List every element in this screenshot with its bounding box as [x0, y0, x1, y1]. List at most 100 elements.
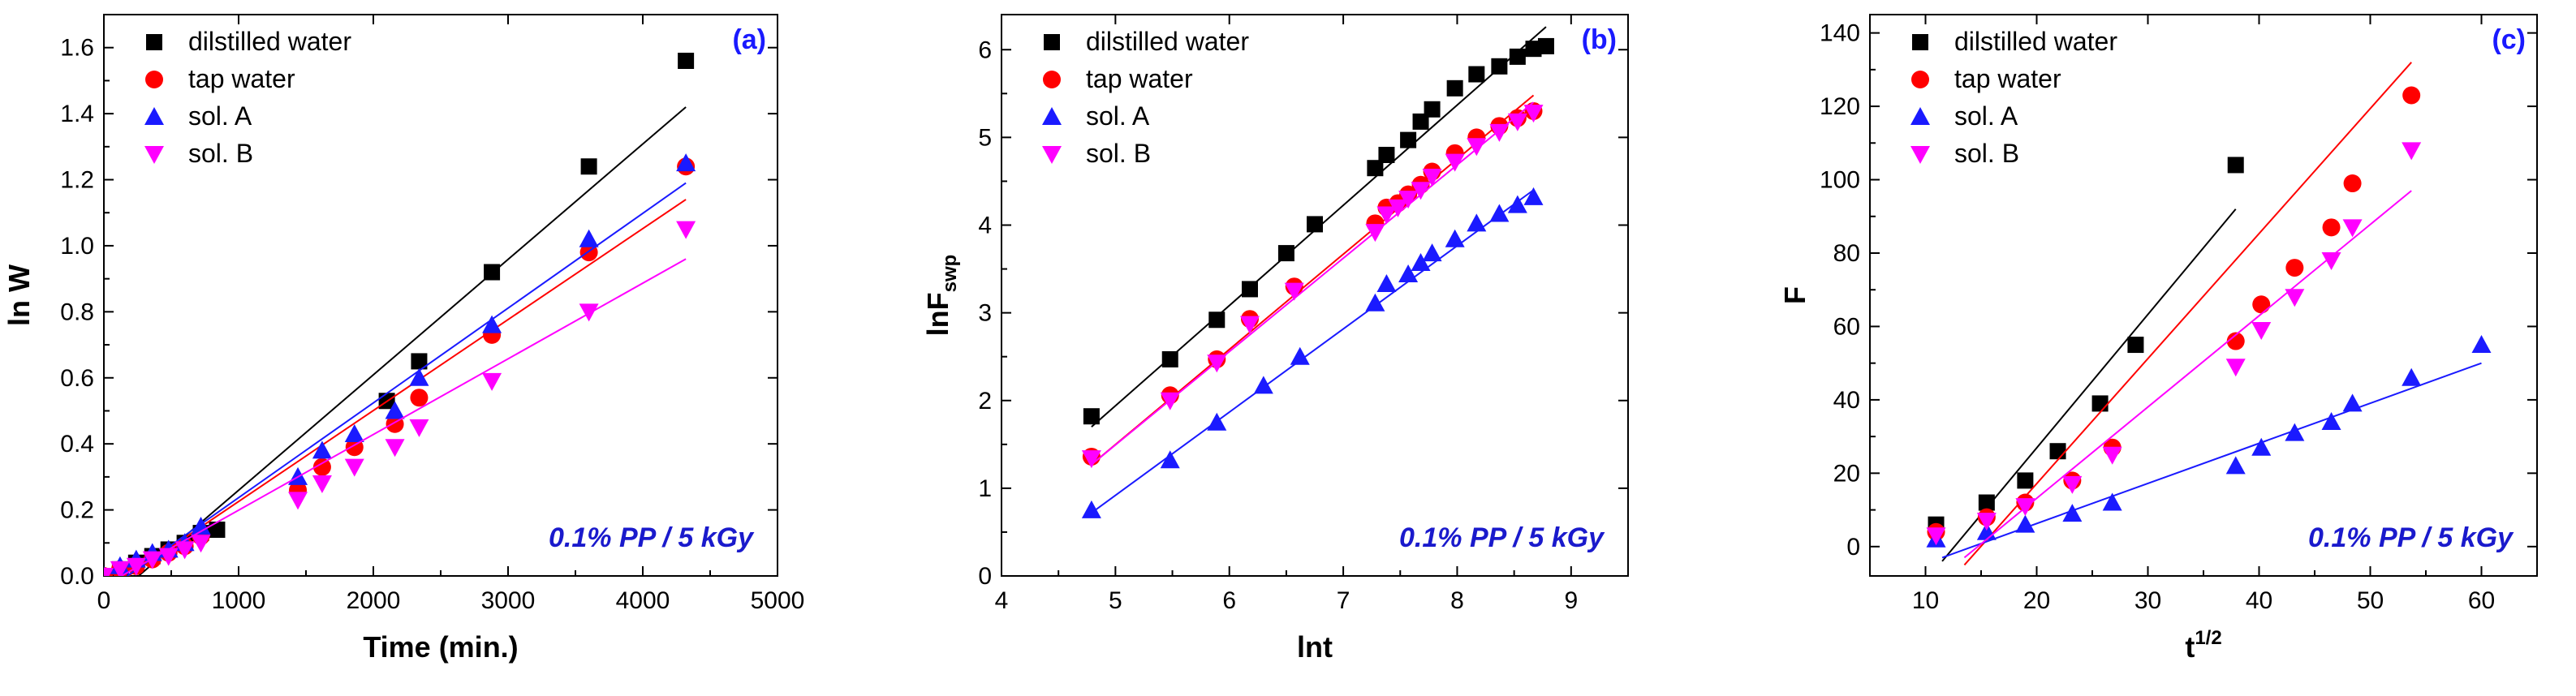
data-point — [2402, 367, 2422, 386]
data-point — [1523, 187, 1544, 205]
data-point — [312, 475, 332, 494]
y-tick-label: 1.4 — [60, 101, 94, 127]
plot-area — [104, 52, 696, 576]
data-point — [142, 551, 162, 569]
data-point — [2102, 446, 2122, 465]
data-point — [1398, 191, 1419, 209]
data-point — [1411, 182, 1431, 200]
data-point — [409, 367, 429, 386]
data-point — [1398, 264, 1419, 283]
series-4 — [1926, 142, 2422, 559]
data-point — [344, 458, 364, 477]
data-point — [1376, 206, 1397, 225]
x-axis-label-superscript: 1/2 — [2195, 627, 2221, 649]
legend-label: dilstilled water — [1954, 27, 2117, 56]
legend-label: dilstilled water — [188, 27, 351, 56]
data-point — [174, 541, 195, 560]
fit-line — [1941, 362, 2482, 559]
panel-label: (a) — [732, 24, 766, 55]
data-point — [2251, 321, 2272, 340]
data-point — [1378, 147, 1395, 163]
y-tick-label: 0.8 — [60, 299, 94, 325]
legend-marker — [1042, 146, 1062, 164]
x-tick-label: 2000 — [347, 587, 401, 614]
data-point — [1160, 450, 1180, 469]
fit-line — [1963, 62, 2412, 566]
data-point — [1507, 195, 1527, 213]
x-tick-label: 50 — [2357, 587, 2384, 614]
data-point — [1083, 408, 1100, 425]
data-point — [1239, 316, 1260, 334]
data-point — [158, 548, 179, 566]
data-point — [410, 389, 429, 407]
data-point — [2091, 395, 2109, 412]
data-point — [2049, 443, 2066, 460]
legend-marker — [1042, 107, 1062, 125]
y-tick-label: 6 — [978, 37, 992, 63]
y-tick-label: 40 — [1833, 387, 1860, 414]
data-point — [2225, 456, 2246, 475]
annotation: 0.1% PP / 5 kGy — [1399, 522, 1605, 553]
legend: dilstilled water tap water sol. A sol. B — [144, 27, 351, 168]
data-point — [1400, 131, 1417, 148]
y-tick-label: 0 — [1846, 534, 1860, 561]
legend-marker — [144, 146, 164, 164]
x-tick-label: 1000 — [212, 587, 266, 614]
legend-marker — [145, 71, 163, 88]
data-point — [1978, 494, 1995, 511]
data-point — [2321, 252, 2341, 271]
data-point — [312, 458, 331, 476]
data-point — [1926, 527, 1946, 546]
legend-marker — [1044, 34, 1060, 50]
y-tick-label: 0.4 — [60, 431, 94, 458]
data-point — [1446, 79, 1463, 97]
data-point — [312, 440, 332, 459]
data-point — [1422, 169, 1442, 187]
data-point — [678, 52, 695, 69]
x-axis-label: t1/2 — [2185, 627, 2221, 664]
annotation: 0.1% PP / 5 kGy — [2308, 522, 2514, 553]
y-tick-label: 120 — [1820, 93, 1860, 120]
fit-line — [1963, 190, 2412, 559]
data-point — [385, 401, 405, 419]
legend-marker — [146, 34, 162, 50]
legend-marker — [1910, 146, 1930, 164]
legend: dilstilled water tap water sol. A sol. B — [1042, 27, 1249, 168]
legend: dilstilled water tap water sol. A sol. B — [1910, 27, 2117, 168]
data-point — [2015, 514, 2035, 533]
data-point — [579, 303, 599, 322]
data-point — [1467, 138, 1487, 157]
chart-panel-1: 0 1000 2000 3000 4000 5000 0.0 0.2 0.4 0.6 0.8 1.0 1… — [2, 14, 804, 664]
data-point — [1284, 282, 1304, 301]
x-tick-label: 30 — [2134, 587, 2161, 614]
data-point — [1976, 513, 1997, 531]
data-point — [2017, 472, 2034, 489]
data-point — [288, 492, 308, 510]
chart-panel-3: 10 20 30 40 50 60 0 20 40 60 80 100 120 140 t1/2 Fdilst… — [1778, 14, 2538, 664]
data-point — [1081, 450, 1101, 469]
x-tick-label: 6 — [1222, 587, 1236, 614]
legend-label: tap water — [188, 64, 295, 93]
data-point — [1467, 213, 1487, 232]
legend-marker — [144, 107, 164, 125]
y-axis-label-subscript: swp — [939, 255, 961, 293]
y-tick-label: 100 — [1820, 167, 1860, 194]
data-point — [1207, 412, 1227, 431]
data-point — [484, 264, 501, 281]
data-point — [2402, 142, 2422, 161]
data-point — [126, 557, 146, 576]
data-point — [2285, 259, 2304, 277]
data-point — [1207, 354, 1227, 373]
legend-marker — [1043, 71, 1061, 88]
data-point — [2322, 218, 2341, 237]
legend-marker — [1911, 71, 1929, 88]
data-point — [1445, 229, 1465, 247]
y-tick-label: 1.0 — [60, 233, 94, 260]
data-point — [1388, 199, 1408, 217]
y-tick-label: 140 — [1820, 20, 1860, 47]
data-point — [1445, 153, 1465, 172]
data-point — [385, 439, 405, 458]
data-point — [344, 423, 364, 442]
legend-label: sol. A — [1954, 101, 2018, 131]
